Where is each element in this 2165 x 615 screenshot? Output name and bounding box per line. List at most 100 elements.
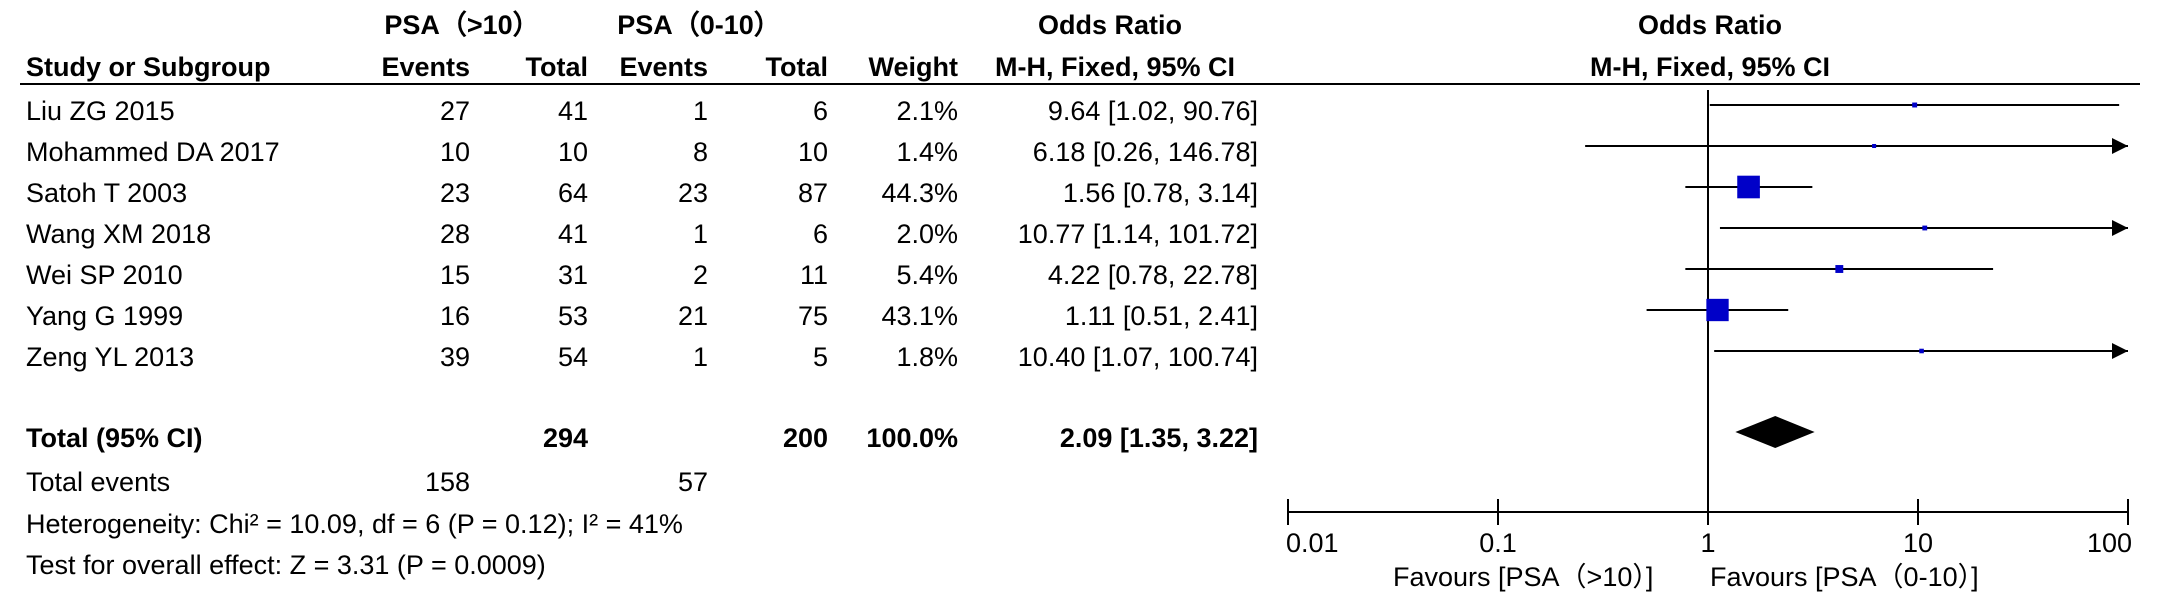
axis-ticks: 0.01 0.1 1 10 100 xyxy=(1286,499,2132,558)
x-tick-label: 0.01 xyxy=(1286,528,1339,558)
study-square xyxy=(1919,348,1924,354)
ci-cell: 6.18 [0.26, 146.78] xyxy=(1032,137,1258,167)
total2-cell: 75 xyxy=(797,301,828,331)
events1-cell: 23 xyxy=(439,178,470,208)
odds-ratio-table-header: Odds Ratio xyxy=(1037,10,1182,40)
ci-cell: 1.56 [0.78, 3.14] xyxy=(1062,178,1258,208)
events1-cell: 28 xyxy=(439,219,470,249)
events1-cell: 39 xyxy=(439,342,470,372)
total2-cell: 87 xyxy=(797,178,828,208)
total1-sum: 294 xyxy=(542,423,588,453)
ci-arrow xyxy=(2112,220,2128,236)
events1-cell: 16 xyxy=(439,301,470,331)
study-marker xyxy=(1685,175,1813,199)
total1-cell: 41 xyxy=(557,219,588,249)
study-square xyxy=(1706,298,1729,322)
study-name: Liu ZG 2015 xyxy=(26,96,175,126)
events2-cell: 1 xyxy=(692,219,708,249)
ci-cell: 1.11 [0.51, 2.41] xyxy=(1064,301,1258,331)
total2-cell: 6 xyxy=(812,96,828,126)
x-tick-label: 0.1 xyxy=(1479,528,1517,558)
favours-left-label: Favours [PSA（>10）] xyxy=(1393,562,1654,592)
total2-cell: 5 xyxy=(812,342,828,372)
study-name: Mohammed DA 2017 xyxy=(26,137,280,167)
study-marker xyxy=(1714,343,2128,359)
events1-cell: 10 xyxy=(439,137,470,167)
events1-cell: 15 xyxy=(439,260,470,290)
weight-cell: 1.8% xyxy=(896,342,958,372)
x-tick-label: 10 xyxy=(1903,528,1933,558)
total1-cell: 53 xyxy=(557,301,588,331)
x-tick-label: 1 xyxy=(1700,528,1715,558)
events1-header: Events xyxy=(381,52,470,82)
total-events1: 158 xyxy=(424,467,470,497)
study-marker xyxy=(1719,220,2128,236)
weight-cell: 5.4% xyxy=(896,260,958,290)
study-markers xyxy=(1585,102,2128,359)
heterogeneity-text: Heterogeneity: Chi² = 10.09, df = 6 (P =… xyxy=(26,509,683,539)
events2-cell: 1 xyxy=(692,96,708,126)
study-square xyxy=(1737,175,1760,199)
group2-header: PSA（0-10） xyxy=(617,10,781,40)
events1-cell: 27 xyxy=(439,96,470,126)
weight-cell: 2.0% xyxy=(896,219,958,249)
study-square xyxy=(1835,265,1844,273)
weight-cell: 1.4% xyxy=(896,137,958,167)
total1-cell: 54 xyxy=(557,342,588,372)
study-marker xyxy=(1646,298,1789,322)
pooled-diamond xyxy=(1735,416,1815,448)
overall-effect-text: Test for overall effect: Z = 3.31 (P = 0… xyxy=(26,550,546,580)
total2-sum: 200 xyxy=(782,423,828,453)
x-tick-label: 100 xyxy=(2087,528,2132,558)
events2-cell: 2 xyxy=(692,260,708,290)
total-label: Total (95% CI) xyxy=(26,423,203,453)
total-weight: 100.0% xyxy=(866,423,958,453)
study-marker xyxy=(1709,102,2120,108)
ci-cell: 9.64 [1.02, 90.76] xyxy=(1047,96,1258,126)
weight-cell: 2.1% xyxy=(896,96,958,126)
ci-arrow xyxy=(2112,138,2128,154)
favours-right-label: Favours [PSA（0-10）] xyxy=(1710,562,1979,592)
study-square xyxy=(1912,102,1918,108)
weight-cell: 44.3% xyxy=(881,178,958,208)
ci-cell: 10.77 [1.14, 101.72] xyxy=(1017,219,1258,249)
study-marker xyxy=(1685,265,1994,273)
ci-arrow xyxy=(2112,343,2128,359)
total1-cell: 64 xyxy=(557,178,588,208)
events2-cell: 23 xyxy=(677,178,708,208)
ci-cell: 10.40 [1.07, 100.74] xyxy=(1017,342,1258,372)
odds-ratio-plot-header: Odds Ratio xyxy=(1637,10,1782,40)
ci-cell: 4.22 [0.78, 22.78] xyxy=(1047,260,1258,290)
header-rule xyxy=(20,83,2140,85)
events2-cell: 21 xyxy=(677,301,708,331)
total2-cell: 6 xyxy=(812,219,828,249)
study-name: Satoh T 2003 xyxy=(26,178,188,208)
method-table-header: M-H, Fixed, 95% CI xyxy=(994,52,1236,82)
events2-header: Events xyxy=(619,52,708,82)
total1-cell: 41 xyxy=(557,96,588,126)
study-name: Yang G 1999 xyxy=(26,301,184,331)
total2-cell: 11 xyxy=(799,260,828,290)
study-column-header: Study or Subgroup xyxy=(26,52,271,82)
events2-cell: 8 xyxy=(692,137,708,167)
group1-header: PSA（>10） xyxy=(384,10,540,40)
events2-cell: 1 xyxy=(692,342,708,372)
total1-cell: 31 xyxy=(557,260,588,290)
total1-header: Total xyxy=(525,52,589,82)
total-ci: 2.09 [1.35, 3.22] xyxy=(1059,423,1258,453)
total1-cell: 10 xyxy=(557,137,588,167)
total-events-label: Total events xyxy=(26,467,171,497)
study-marker xyxy=(1585,138,2128,154)
study-square xyxy=(1922,225,1928,231)
study-name: Zeng YL 2013 xyxy=(26,342,195,372)
total-events2: 57 xyxy=(677,467,708,497)
weight-cell: 43.1% xyxy=(881,301,958,331)
study-square xyxy=(1872,143,1877,149)
study-name: Wei SP 2010 xyxy=(26,260,183,290)
study-name: Wang XM 2018 xyxy=(26,219,212,249)
weight-header: Weight xyxy=(868,52,959,82)
total2-header: Total xyxy=(765,52,829,82)
total2-cell: 10 xyxy=(797,137,828,167)
method-plot-header: M-H, Fixed, 95% CI xyxy=(1589,52,1831,82)
